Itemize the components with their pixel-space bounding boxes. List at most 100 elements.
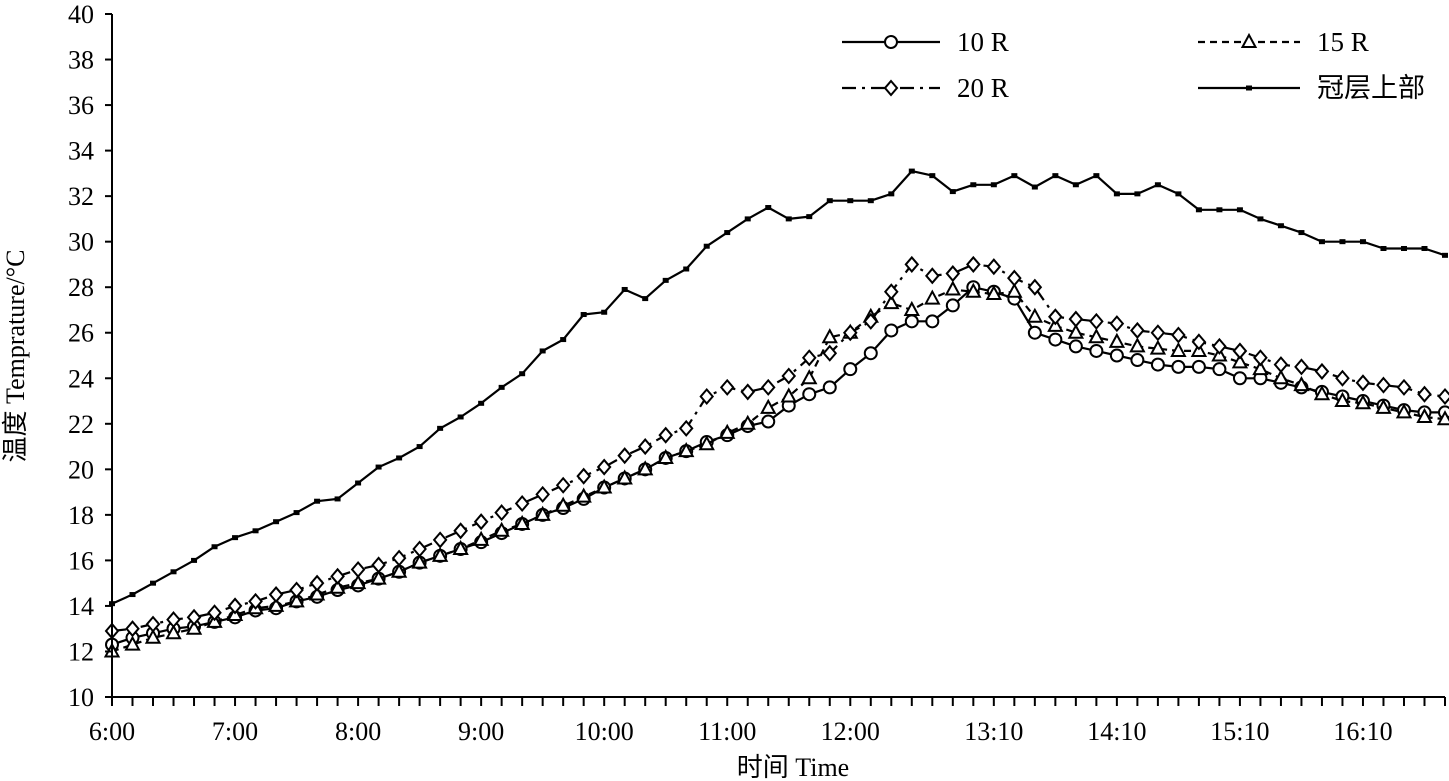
series-2-point-22 — [534, 505, 551, 521]
series-3-point-59 — [1294, 358, 1309, 376]
series-line-3 — [111, 263, 1449, 633]
series-2-point-65 — [1416, 407, 1433, 423]
series-1-point-49 — [1089, 343, 1104, 358]
series-1-point-37 — [843, 362, 858, 377]
series-1-point-42 — [945, 298, 960, 313]
series-3-point-64 — [1396, 378, 1412, 396]
series-3-point-5 — [186, 608, 202, 626]
series-3-point-40 — [904, 255, 920, 273]
x-tick-label: 14:10 — [1087, 717, 1146, 746]
series-2-point-39 — [883, 294, 900, 310]
legend-label-1: 10 R — [957, 27, 1009, 57]
y-tick-label: 10 — [68, 683, 94, 712]
series-2-point-61 — [1334, 391, 1351, 408]
series-2-point-10 — [288, 592, 305, 608]
series-2-point-59 — [1293, 375, 1310, 392]
series-4-point-52 — [1154, 182, 1161, 188]
series-2-point-57 — [1252, 360, 1269, 376]
series-2 — [103, 280, 1449, 658]
x-tick-label: 13:10 — [964, 717, 1023, 746]
series-1-point-33 — [761, 414, 776, 429]
axes-layer: 10 12 14 16 18 20 22 24 26 28 30 32 34 36 38 40 6:00 7:00… — [68, 0, 1446, 746]
series-3-point-60 — [1314, 362, 1330, 380]
series-2-point-63 — [1375, 398, 1392, 414]
x-tick-label: 12:00 — [821, 717, 880, 746]
y-tick-label: 36 — [68, 91, 94, 120]
series-1-point-54 — [1191, 359, 1206, 374]
series-4-point-14 — [375, 464, 382, 470]
series-4-point-49 — [1093, 173, 1100, 179]
series-3-point-58 — [1273, 356, 1289, 374]
series-4-point-50 — [1113, 191, 1120, 197]
legend-marker-3 — [883, 79, 899, 97]
series-4-point-59 — [1298, 230, 1305, 236]
series-2-point-51 — [1129, 337, 1146, 353]
legend-item-2: 15 R — [1198, 27, 1369, 57]
series-2-point-17 — [431, 546, 449, 562]
series-2-point-5 — [185, 619, 203, 635]
series-3-point-63 — [1376, 376, 1391, 394]
series-1-point-51 — [1130, 353, 1145, 368]
series-3-point-34 — [781, 367, 797, 385]
legend-marker-2 — [1240, 32, 1258, 48]
series-4-point-17 — [437, 425, 444, 431]
series-2-point-45 — [1006, 282, 1023, 298]
x-axis-title: 时间 Time — [737, 753, 849, 781]
series-2-point-20 — [493, 521, 510, 537]
series-3-point-33 — [760, 378, 776, 396]
series-3-point-10 — [289, 581, 304, 599]
series-4-point-9 — [273, 519, 280, 525]
series-4-point-10 — [293, 510, 300, 516]
series-2-point-36 — [821, 328, 838, 344]
series-3-point-4 — [166, 611, 181, 629]
series-4-point-38 — [867, 198, 874, 204]
series-2-point-48 — [1067, 323, 1085, 339]
series-4-point-53 — [1175, 191, 1182, 197]
series-4-point-63 — [1380, 245, 1387, 251]
series-4-point-31 — [724, 230, 731, 236]
series-3-point-24 — [576, 467, 591, 485]
series-1-point-35 — [802, 387, 817, 402]
series-3-point-16 — [412, 540, 427, 558]
series-2-point-15 — [390, 562, 408, 578]
series-3-point-9 — [268, 586, 284, 604]
series-2-point-34 — [780, 387, 797, 403]
series-1 — [105, 280, 1449, 652]
y-tick-label: 28 — [68, 273, 94, 302]
series-3-point-61 — [1335, 369, 1350, 387]
series-4-point-30 — [703, 243, 710, 249]
series-4-point-27 — [642, 296, 649, 302]
series-1-point-41 — [925, 314, 940, 329]
series-3-point-53 — [1171, 326, 1186, 344]
series-4 — [109, 168, 1448, 607]
y-tick-label: 12 — [68, 637, 94, 666]
series-3-point-55 — [1212, 337, 1227, 355]
series-3-point-32 — [740, 383, 756, 401]
series-1-point-56 — [1232, 371, 1247, 386]
series-4-point-11 — [314, 498, 321, 504]
series-4-point-42 — [949, 189, 956, 195]
series-3-point-43 — [966, 255, 981, 273]
legend-item-3: 20 R — [842, 73, 1009, 103]
series-1-point-52 — [1150, 357, 1165, 372]
series-4-point-25 — [601, 309, 608, 315]
x-tick-label: 6:00 — [89, 717, 135, 746]
series-3-point-27 — [637, 438, 653, 456]
series-4-point-56 — [1236, 207, 1243, 213]
series-3-point-49 — [1089, 312, 1104, 330]
series-2-point-23 — [554, 496, 572, 512]
series-4-point-55 — [1216, 207, 1223, 213]
series-3-point-19 — [473, 513, 489, 531]
series-4-point-5 — [191, 557, 198, 563]
series-4-point-18 — [457, 414, 464, 420]
series-2-point-26 — [616, 469, 633, 485]
series-3-point-25 — [596, 458, 612, 476]
series-1-point-53 — [1171, 359, 1186, 374]
series-4-point-29 — [683, 266, 690, 272]
series-4-point-61 — [1339, 239, 1346, 245]
legend: 10 R 15 R 20 R 冠层上部 — [842, 27, 1425, 103]
series-2-point-27 — [637, 460, 654, 476]
series-line-4 — [111, 170, 1446, 605]
series-2-point-19 — [472, 530, 490, 546]
series-4-point-48 — [1072, 182, 1079, 188]
